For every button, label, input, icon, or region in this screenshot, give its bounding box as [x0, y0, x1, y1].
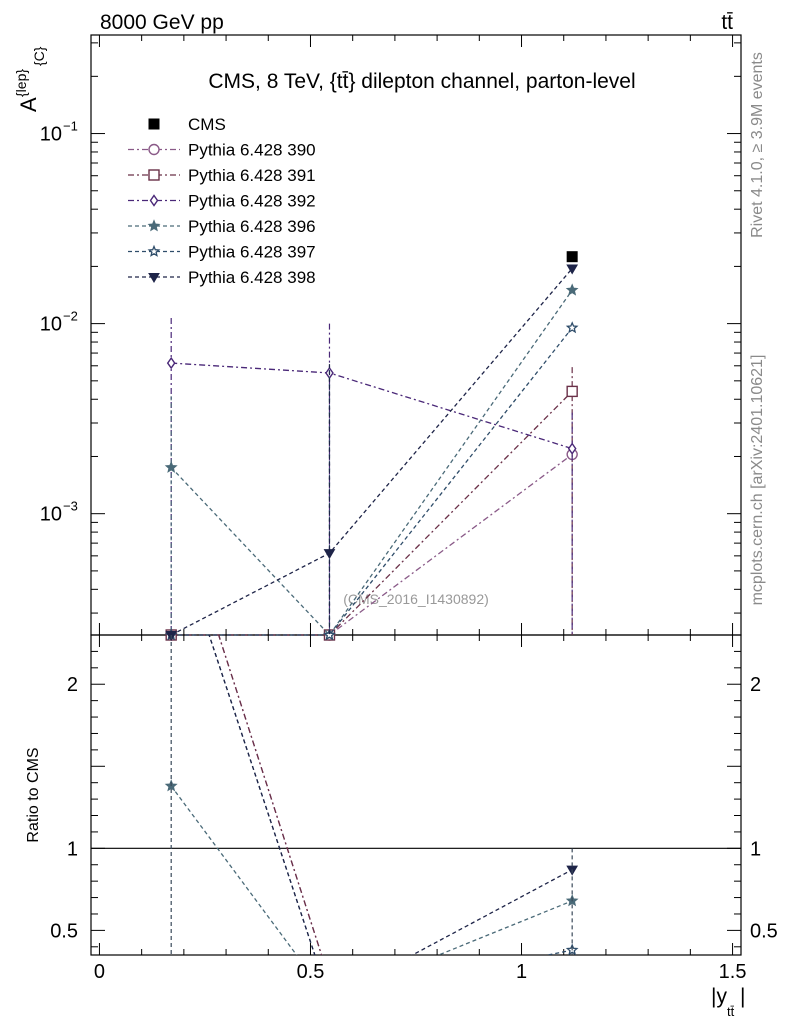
marker-square	[148, 169, 160, 181]
marker-square	[566, 385, 578, 398]
legend-label: Pythia 6.428 392	[188, 192, 316, 211]
energy-label: 8000 GeV pp	[100, 11, 224, 34]
series-line-1	[171, 453, 573, 636]
marker-star	[164, 460, 178, 473]
ratio-tick-label-right: 1	[750, 838, 761, 860]
marker-triangle-down	[323, 549, 336, 560]
ratio-line-2	[217, 635, 323, 955]
x-tick-label: 0.5	[297, 961, 325, 983]
mcplots-source-label: mcplots.cern.ch [arXiv:2401.10621]	[749, 355, 766, 606]
legend: CMS Pythia 6.428 390 Pythia 6.428 391 Pythi…	[128, 115, 316, 287]
ratio-tick-label-left: 0.5	[50, 920, 78, 942]
plot-title: CMS, 8 TeV, {tt̄} dilepton channel, part…	[208, 70, 635, 93]
marker-triangle-down	[148, 273, 160, 283]
y-tick-label-exponent: −1	[63, 119, 78, 134]
rivet-version-label: Rivet 4.1.0, ≥ 3.9M events	[749, 52, 766, 238]
ratio-series-inner	[164, 635, 579, 955]
x-axis-label-sub: tt̄	[727, 1004, 735, 1019]
main-series-group	[164, 251, 579, 641]
marker-star	[565, 321, 579, 334]
ratio-series-group	[164, 635, 579, 955]
x-axis-label: |y tt̄ |	[711, 985, 745, 1019]
y-tick-label: 10	[40, 504, 62, 526]
series-line-5	[171, 327, 573, 636]
x-axis-label-end: |	[740, 985, 745, 1008]
y-axis-label-sup: {lep}	[13, 69, 29, 97]
marker-square-filled	[148, 118, 160, 130]
ratio-axis-label: Ratio to CMS	[25, 747, 42, 842]
y-axis-label: A {lep} {C}	[13, 46, 47, 112]
marker-diamond	[149, 194, 159, 207]
y-axis-label-main: A	[16, 97, 41, 112]
marker-star	[147, 219, 161, 232]
axis-ticks: 0 0.5 1 1.510 −110 −210 −32 21 10.5 0.5	[40, 35, 778, 983]
x-tick-label: 1.5	[719, 961, 747, 983]
ratio-line-4	[170, 785, 573, 955]
marker-square-filled	[566, 251, 578, 263]
x-tick-label: 0	[94, 961, 105, 983]
y-axis-label-sub: {C}	[31, 46, 47, 66]
ratio-tick-label-right: 0.5	[750, 920, 778, 942]
legend-label: Pythia 6.428 398	[188, 268, 316, 287]
legend-label: Pythia 6.428 391	[188, 166, 316, 185]
analysis-label: (CMS_2016_I1430892)	[343, 591, 489, 607]
y-tick-label: 10	[40, 124, 62, 146]
ratio-line-1	[217, 635, 323, 955]
legend-label-cms: CMS	[188, 115, 226, 134]
ratio-tick-label-left: 1	[67, 838, 78, 860]
x-axis-label-main: |y	[711, 985, 727, 1008]
marker-star	[147, 244, 161, 257]
marker-star	[565, 283, 579, 296]
marker-star	[323, 628, 336, 641]
series-line-4	[170, 289, 573, 637]
ratio-plot-frame	[90, 634, 742, 956]
legend-label: Pythia 6.428 397	[188, 243, 316, 262]
y-tick-label-exponent: −3	[63, 499, 78, 514]
legend-label: Pythia 6.428 396	[188, 217, 316, 236]
marker-circle	[148, 143, 160, 156]
ratio-line-6	[208, 635, 573, 955]
y-tick-label: 10	[40, 314, 62, 336]
marker-diamond	[567, 442, 577, 455]
x-tick-label: 1	[516, 961, 527, 983]
y-tick-label-exponent: −2	[63, 309, 78, 324]
ratio-tick-label-right: 2	[750, 674, 761, 696]
process-label: tt̄	[721, 11, 733, 34]
legend-label: Pythia 6.428 390	[188, 141, 316, 160]
marker-triangle-down	[566, 264, 579, 275]
marker-diamond	[166, 356, 176, 370]
ratio-tick-label-left: 2	[67, 674, 78, 696]
